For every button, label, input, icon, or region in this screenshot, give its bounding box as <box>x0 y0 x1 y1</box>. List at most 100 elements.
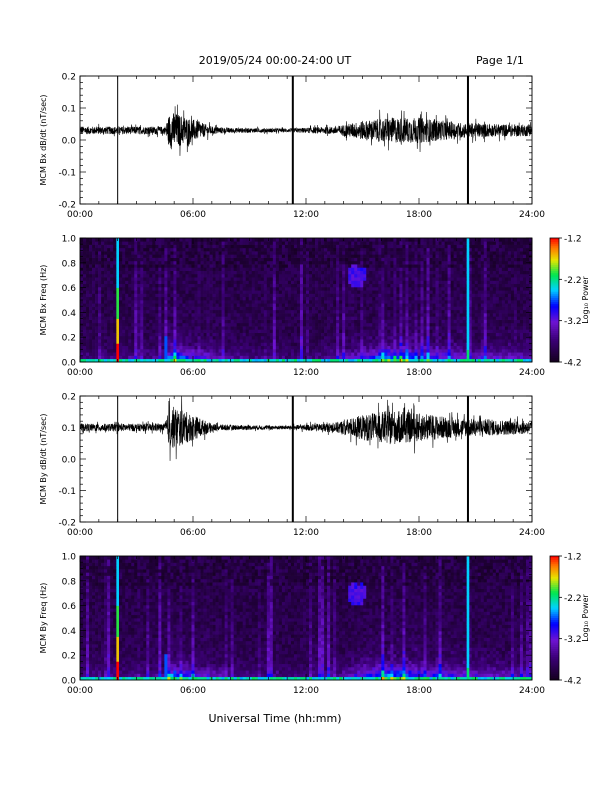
spectrogram-cell <box>296 257 301 262</box>
spectrogram-cell <box>396 293 400 298</box>
spectrogram-cell <box>119 286 123 291</box>
spectrogram-cell <box>179 355 183 360</box>
spectrogram-cell <box>119 306 123 311</box>
spectrogram-cell <box>318 306 322 311</box>
spectrogram-cell <box>254 244 259 249</box>
spectrogram-cell <box>336 342 340 347</box>
spectrogram-cell <box>315 358 319 363</box>
spectrogram-cell <box>351 254 355 258</box>
spectrogram-cell <box>200 286 204 291</box>
spectrogram-cell <box>435 329 439 333</box>
spectrogram-cell <box>263 300 268 304</box>
spectrogram-cell <box>257 358 262 363</box>
spectrogram-cell <box>230 283 235 288</box>
spectrogram-cell <box>215 286 219 291</box>
spectrogram-cell <box>444 319 448 324</box>
spectrogram-cell <box>375 251 379 255</box>
spectrogram-cell <box>179 267 183 271</box>
spectrogram-cell <box>227 326 232 330</box>
spectrogram-cell <box>453 322 458 327</box>
spectrogram-cell <box>218 348 222 353</box>
spectrogram-cell <box>248 322 253 327</box>
spectrogram-cell <box>254 241 259 245</box>
spectrogram-cell <box>405 332 409 337</box>
spectrogram-cell <box>393 296 397 301</box>
spectrogram-cell <box>396 270 400 275</box>
spectrogram-cell <box>119 257 123 262</box>
spectrogram-cell <box>260 306 265 311</box>
spectrogram-cell <box>390 290 394 294</box>
spectrogram-cell <box>242 296 247 301</box>
spectrogram-cell <box>459 326 464 330</box>
spectrogram-cell <box>299 277 304 281</box>
spectrogram-cell <box>281 352 286 356</box>
spectrogram-cell <box>312 270 316 275</box>
spectrogram-cell <box>333 254 337 258</box>
spectrogram-cell <box>396 348 400 353</box>
spectrogram-cell <box>330 296 334 301</box>
spectrogram-cell <box>375 290 379 294</box>
spectrogram-cell <box>137 355 141 360</box>
spectrogram-cell <box>348 326 352 330</box>
spectrogram-cell <box>104 339 108 343</box>
spectrogram-cell <box>381 345 385 350</box>
spectrogram-cell <box>369 264 373 268</box>
spectrogram-cell <box>423 257 427 262</box>
spectrogram-cell <box>360 247 364 252</box>
spectrogram-cell <box>170 286 174 291</box>
spectrogram-cell <box>324 358 328 363</box>
spectrogram-cell <box>333 355 337 360</box>
spectrogram-cell <box>227 348 232 353</box>
spectrogram-cell <box>348 348 352 353</box>
spectrogram-cell <box>209 296 213 301</box>
spectrogram-cell <box>167 300 171 304</box>
spectrogram-cell <box>251 342 256 347</box>
spectrogram-cell <box>447 247 451 252</box>
spectrogram-cell <box>104 254 108 258</box>
spectrogram-cell <box>209 300 213 304</box>
spectrogram-cell <box>453 238 458 242</box>
spectrogram-cell <box>396 247 400 252</box>
spectrogram-cell <box>447 277 451 281</box>
spectrogram-cell <box>134 319 138 324</box>
spectrogram-cell <box>218 306 222 311</box>
spectrogram-cell <box>272 303 277 307</box>
spectrogram-cell <box>423 290 427 294</box>
spectrogram-cell <box>342 303 346 307</box>
spectrogram-cell <box>209 348 213 353</box>
spectrogram-cell <box>137 345 141 350</box>
spectrogram-cell <box>212 316 216 320</box>
spectrogram-cell <box>179 251 183 255</box>
spectrogram-cell <box>161 241 165 245</box>
spectrogram-cell <box>95 332 99 337</box>
spectrogram-cell <box>134 286 138 291</box>
spectrogram-cell <box>296 270 301 275</box>
spectrogram-cell <box>432 339 436 343</box>
spectrogram-cell <box>456 300 461 304</box>
spectrogram-cell <box>83 238 87 242</box>
spectrogram-cell <box>402 300 406 304</box>
spectrogram-cell <box>128 303 132 307</box>
spectrogram-cell <box>254 264 259 268</box>
spectrogram-cell <box>86 244 90 249</box>
spectrogram-cell <box>200 244 204 249</box>
spectrogram-cell <box>357 290 361 294</box>
spectrogram-cell <box>396 277 400 281</box>
spectrogram-cell <box>227 267 232 271</box>
spectrogram-cell <box>236 260 241 265</box>
spectrogram-cell <box>239 309 244 314</box>
spectrogram-cell <box>131 309 135 314</box>
spectrogram-cell <box>342 273 346 278</box>
spectrogram-cell <box>92 293 96 298</box>
spectrogram-cell <box>101 326 105 330</box>
spectrogram-cell <box>182 319 186 324</box>
spectrogram-cell <box>227 241 232 245</box>
spectrogram-cell <box>321 254 325 258</box>
spectrogram-cell <box>453 257 458 262</box>
spectrogram-cell <box>402 254 406 258</box>
spectrogram-cell <box>309 300 313 304</box>
spectrogram-cell <box>263 352 268 356</box>
spectrogram-cell <box>275 329 280 333</box>
spectrogram-cell <box>423 267 427 271</box>
spectrogram-cell <box>396 316 400 320</box>
